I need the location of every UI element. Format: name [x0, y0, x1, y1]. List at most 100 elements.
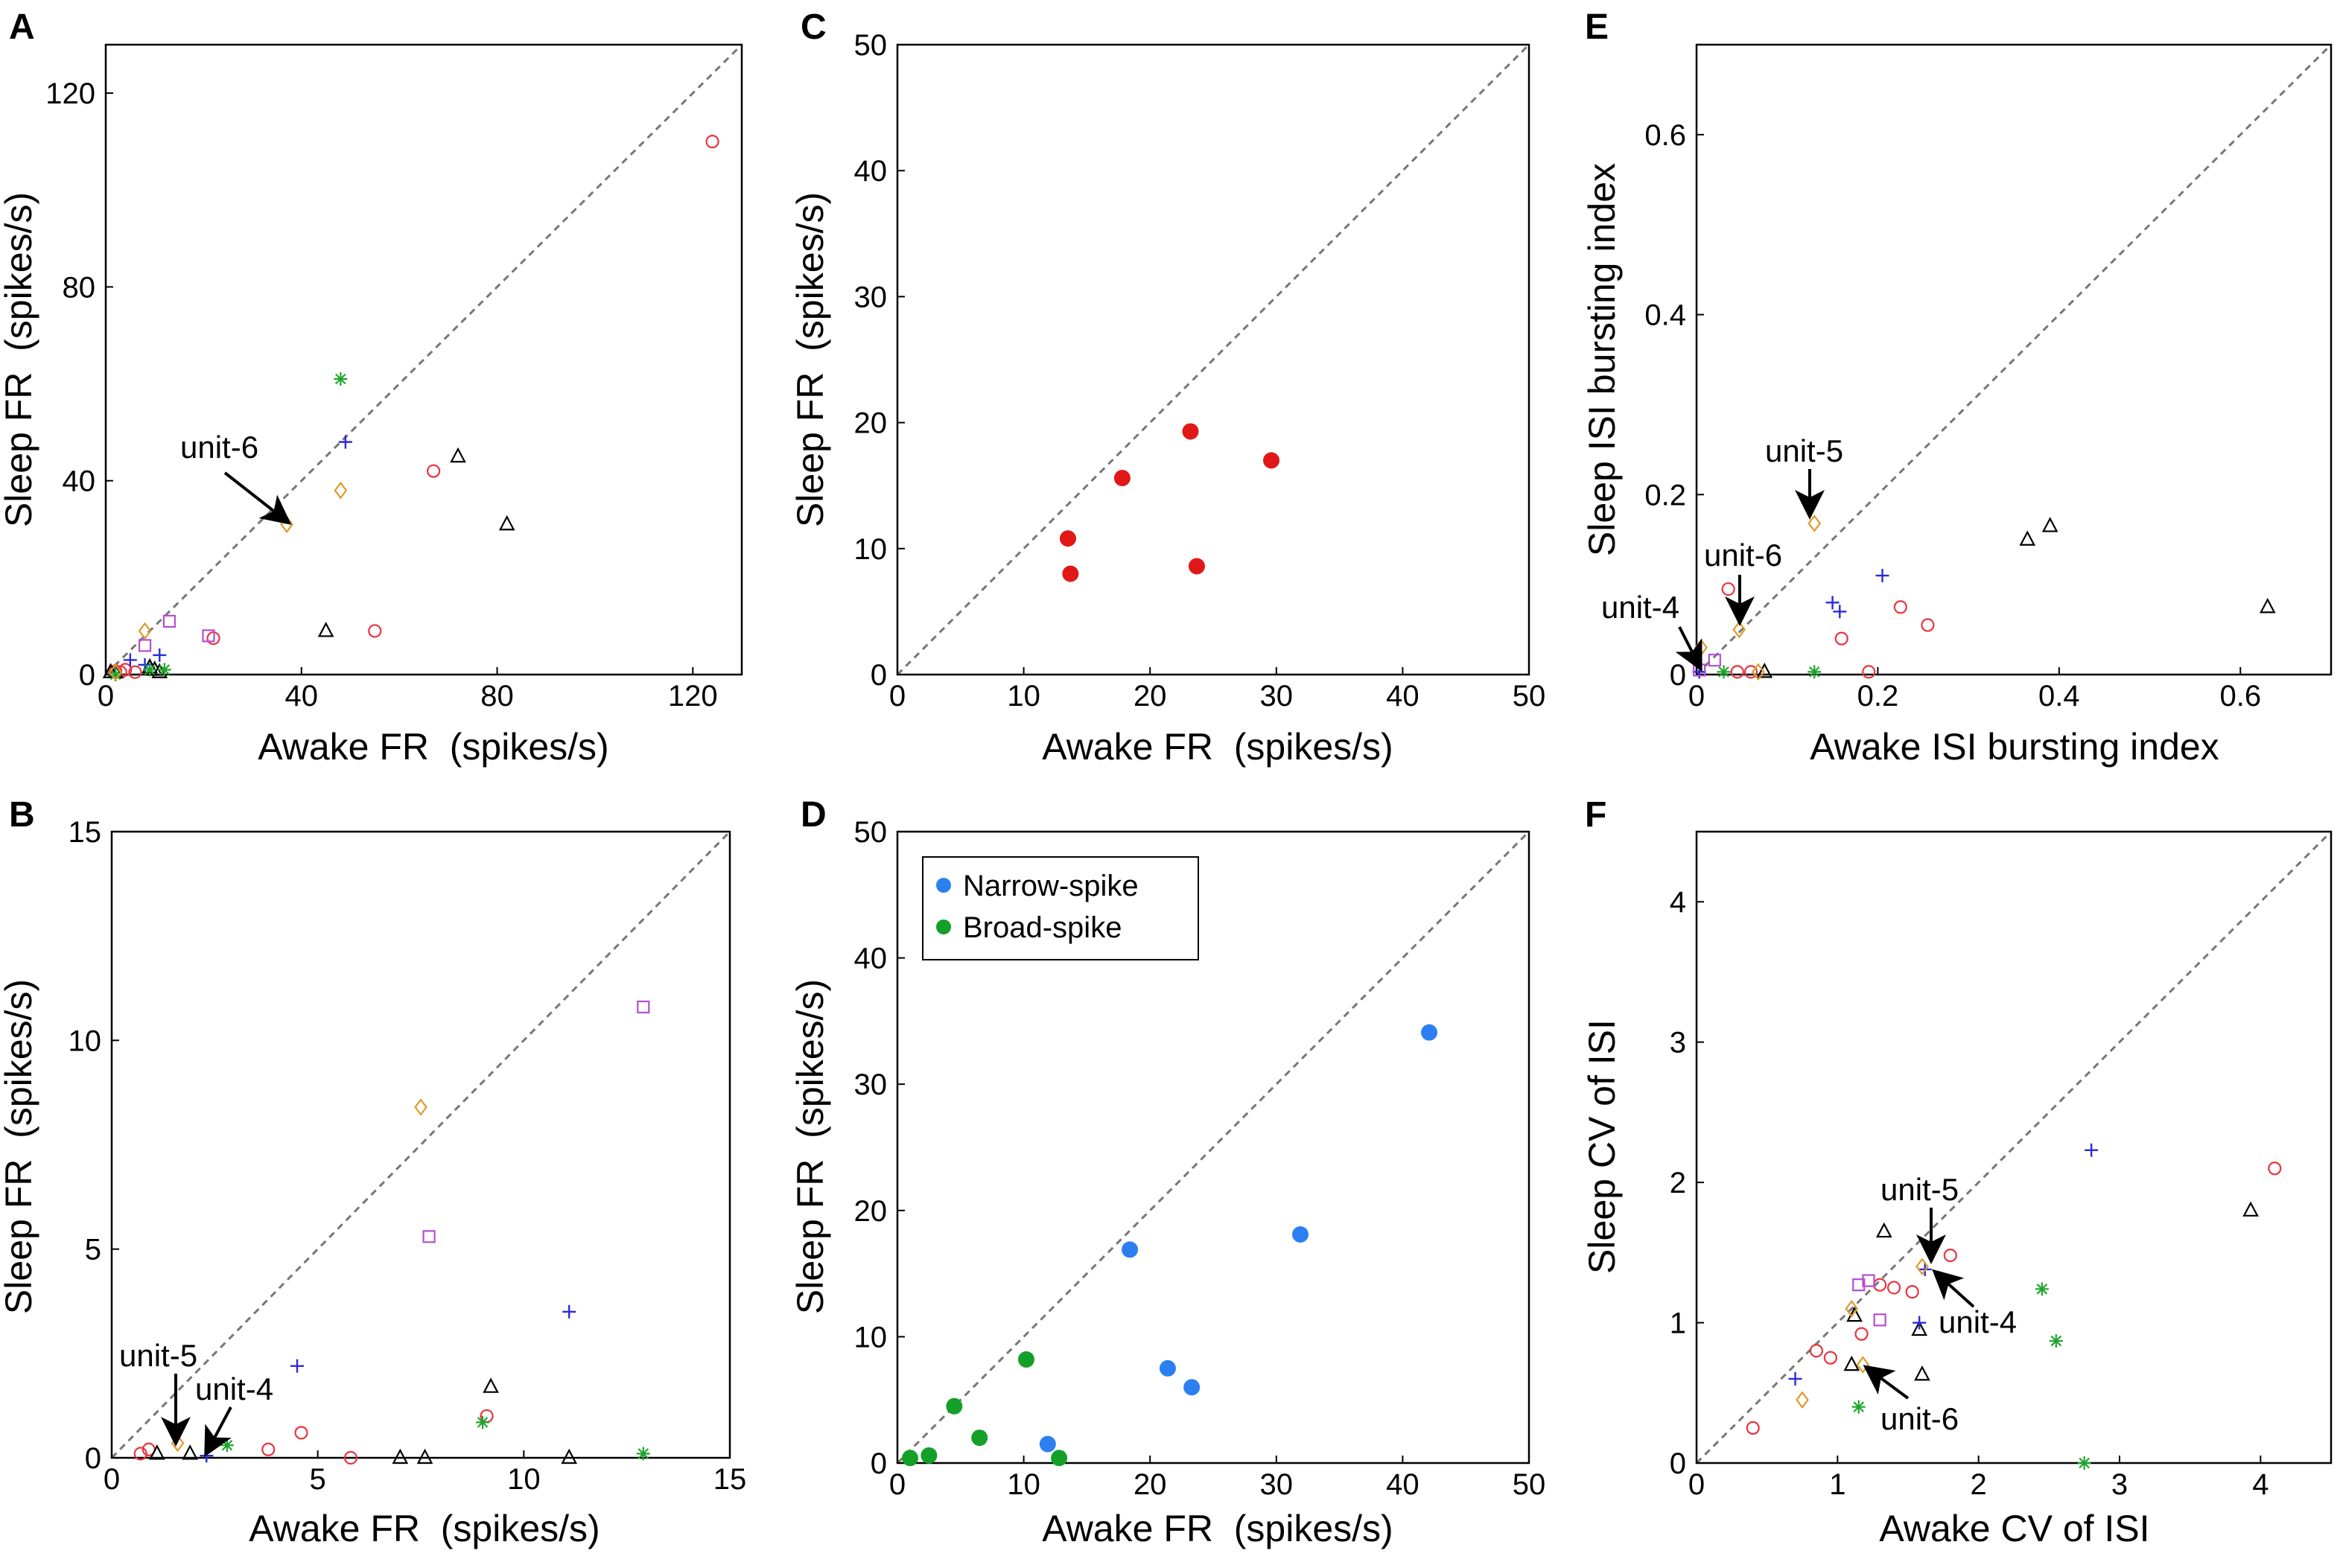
- green-star-marker-1: [143, 663, 157, 677]
- annotation-unit-5: unit-5: [119, 1338, 197, 1373]
- filled-red-marker-2: [1113, 470, 1131, 487]
- x-tick-label: 40: [1386, 1468, 1419, 1501]
- series-orange-diamond: [1796, 1258, 1929, 1409]
- series-blue-plus: [109, 435, 352, 681]
- x-tick-label: 0: [889, 680, 906, 713]
- series-green-star: [220, 1415, 650, 1461]
- y-tick-label: 1: [1670, 1307, 1686, 1340]
- blue-plus-marker-3: [1913, 1316, 1927, 1330]
- x-tick-label: 10: [507, 1463, 541, 1496]
- red-circle-marker-0: [705, 135, 719, 149]
- y-tick-label: 0.2: [1644, 479, 1686, 511]
- axes-box: [1695, 830, 2333, 1465]
- Broad-spike-marker-2: [971, 1430, 988, 1447]
- y-tick-label: 5: [85, 1234, 101, 1266]
- black-triangle-marker-3: [1843, 1355, 1860, 1371]
- y-tick-label: 20: [854, 1195, 888, 1228]
- panel-letter: B: [9, 795, 35, 835]
- series-green-star: [109, 372, 348, 681]
- green-star-marker-0: [220, 1438, 234, 1453]
- y-tick-label: 30: [854, 281, 888, 313]
- identity-line: [1695, 830, 2333, 1465]
- panel-letter: D: [801, 795, 827, 835]
- blue-plus-marker-2: [123, 653, 137, 667]
- series-purple-square: [1852, 1274, 1886, 1327]
- green-star-marker-1: [1717, 665, 1731, 679]
- panel-letter: A: [9, 7, 35, 47]
- identity-line: [1695, 43, 2333, 676]
- x-tick-label: 1: [1829, 1468, 1845, 1501]
- panel-c: C 0 10 20 30 40 50 0 10 20 30 40 50 Awake FR (spikes/…: [789, 7, 1545, 768]
- green-star-marker-0: [1808, 665, 1822, 679]
- red-circle-marker-5: [1886, 1281, 1901, 1295]
- y-tick-label: 10: [69, 1024, 102, 1057]
- green-star-marker-2: [1851, 1400, 1866, 1414]
- red-circle-marker-5: [1743, 665, 1758, 679]
- x-tick-label: 0: [98, 680, 114, 713]
- red-circle-marker-4: [343, 1450, 358, 1465]
- x-tick-label: 4: [2252, 1468, 2269, 1501]
- red-circle-marker-3: [1823, 1351, 1837, 1365]
- red-circle-marker-0: [2268, 1161, 2282, 1176]
- green-star-marker-2: [636, 1447, 650, 1461]
- green-star-marker-3: [109, 668, 123, 681]
- x-tick-label: 0: [104, 1463, 120, 1496]
- series-blue-plus: [1692, 569, 1889, 679]
- annotation-unit-5: unit-5: [1880, 1172, 1959, 1207]
- Narrow-spike-marker-2: [1122, 1241, 1139, 1258]
- y-tick-label: 10: [854, 533, 888, 566]
- identity-line: [110, 830, 731, 1459]
- series-filled-red: [1059, 423, 1280, 582]
- x-axis-label: Awake FR (spikes/s): [258, 726, 608, 768]
- identity-line: [104, 43, 743, 676]
- legend-swatch-broad-spike: [936, 920, 951, 934]
- x-tick-label: 80: [480, 680, 514, 713]
- Narrow-spike-marker-5: [1039, 1435, 1056, 1453]
- series-orange-diamond: [109, 481, 348, 681]
- panel-letter: C: [801, 7, 827, 47]
- series-purple-square: [138, 614, 215, 652]
- orange-diamond-marker-0: [1808, 514, 1822, 532]
- y-axis-label: Sleep FR (spikes/s): [789, 979, 831, 1314]
- panel-a: A 0 40 80 120 0 40 80 120 Awake FR (spikes/s) Slee…: [0, 7, 743, 768]
- y-tick-label: 0: [871, 659, 887, 692]
- annotation-unit-5: unit-5: [1765, 433, 1843, 468]
- x-tick-label: 50: [1513, 680, 1546, 713]
- red-circle-marker-1: [1746, 1421, 1760, 1435]
- y-tick-label: 50: [854, 29, 888, 62]
- Broad-spike-marker-4: [921, 1447, 938, 1464]
- annotation-unit-6: unit-6: [180, 430, 258, 465]
- panel-letter: F: [1585, 795, 1606, 835]
- series-Broad-spike: [901, 1351, 1068, 1467]
- purple-square-marker-0: [422, 1230, 436, 1243]
- axes-box: [1695, 43, 2333, 676]
- red-circle-marker-0: [1721, 582, 1735, 596]
- annotation-unit-6: unit-6: [1704, 538, 1782, 573]
- purple-square-marker-0: [162, 614, 176, 628]
- x-tick-label: 0: [1688, 1468, 1705, 1501]
- red-circle-marker-8: [1943, 1249, 1957, 1263]
- annotation-arrow: [1932, 1269, 1975, 1308]
- filled-red-marker-4: [1263, 452, 1280, 469]
- series-red-circle: [133, 1409, 494, 1465]
- black-triangle-marker-5: [1914, 1365, 1930, 1381]
- green-star-marker-3: [2077, 1456, 2091, 1470]
- red-circle-marker-0: [133, 1447, 147, 1461]
- legend-label: Broad-spike: [963, 911, 1122, 944]
- blue-plus-marker-3: [1692, 665, 1706, 679]
- panel-b: B 0 5 10 15 0 5 10 15 Awake FR (spikes/s) Sleep FR…: [0, 795, 746, 1549]
- blue-plus-marker-1: [1788, 1371, 1802, 1386]
- y-tick-label: 10: [854, 1321, 888, 1354]
- filled-red-marker-0: [1059, 530, 1076, 547]
- black-triangle-marker-2: [2259, 598, 2276, 614]
- annotation-arrow: [1863, 1365, 1910, 1400]
- black-triangle-marker-2: [317, 622, 334, 637]
- red-circle-marker-2: [368, 624, 382, 638]
- identity-line: [896, 43, 1530, 676]
- blue-plus-marker-1: [153, 648, 167, 662]
- y-tick-label: 40: [854, 943, 888, 975]
- black-triangle-marker-0: [450, 447, 466, 463]
- black-triangle-marker-1: [2041, 517, 2058, 532]
- orange-diamond-marker-1: [414, 1098, 427, 1116]
- y-tick-label: 0.4: [1644, 299, 1686, 332]
